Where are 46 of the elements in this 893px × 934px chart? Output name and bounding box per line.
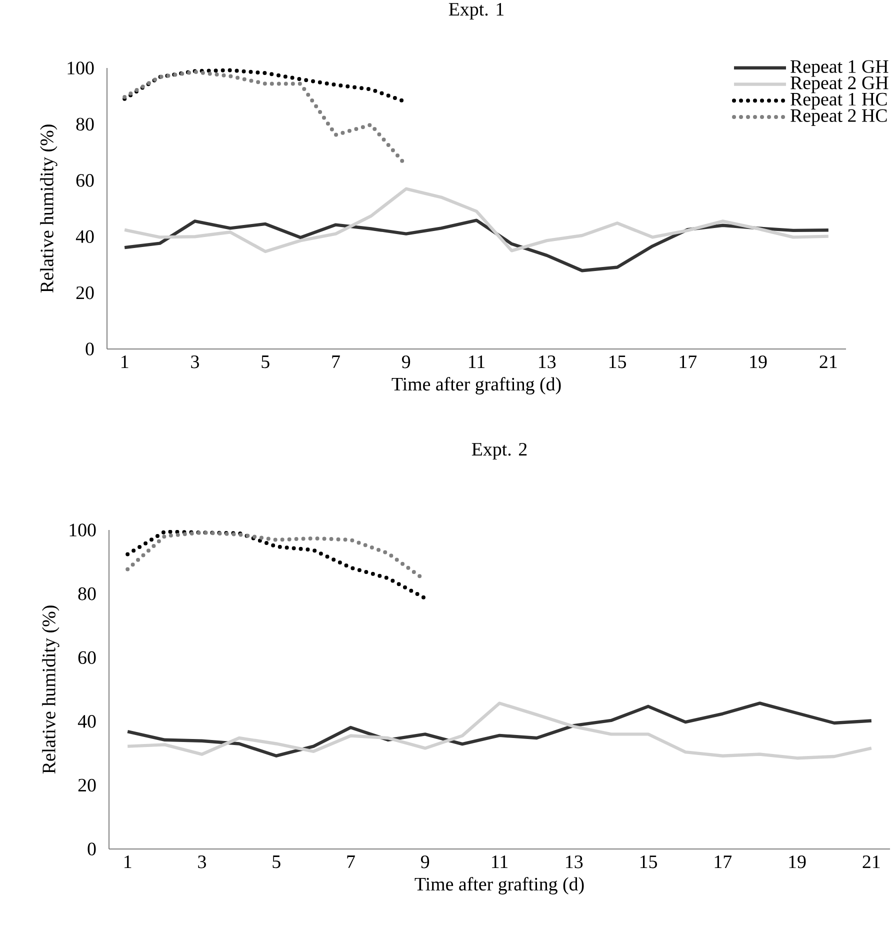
x-tick-label: 21 [862,856,880,868]
x-tick-label: 21 [820,356,837,368]
x-axis-title: Time after grafting (d) [392,377,561,394]
legend-label: Repeat 1 GH [790,60,888,77]
y-tick-label: 40 [76,230,94,243]
x-tick-label: 17 [680,356,697,368]
y-tick-label: 0 [88,842,96,856]
line-series [122,187,830,254]
x-tick-label: 1 [122,356,128,368]
x-tick-label: 11 [492,856,508,868]
x-tick-label: 5 [272,856,280,868]
x-tick-label: 9 [421,856,430,868]
y-tick-label: 60 [76,174,94,187]
x-tick-label: 7 [332,356,340,368]
y-axis-title: Relative humidity (%) [42,606,60,774]
y-tick-label: 20 [76,286,94,300]
chart-title: Expt. 1 [448,3,504,20]
x-tick-label: 3 [198,856,206,868]
x-tick-label: 19 [750,356,767,368]
y-axis-title: Relative humidity (%) [40,124,58,293]
x-axis-title: Time after grafting (d) [414,877,584,894]
y-tick-label: 60 [78,651,96,664]
legend-label: Repeat 1 HC [790,92,887,110]
x-tick-label: 5 [262,356,270,368]
legend-label: Repeat 2 HC [790,109,887,126]
y-tick-label: 80 [78,587,96,600]
y-tick-label: 80 [76,118,94,131]
y-tick-label: 20 [78,778,96,792]
line-series [126,530,428,600]
x-tick-label: 11 [469,356,484,368]
x-tick-label: 7 [347,856,355,868]
y-tick-label: 40 [78,715,96,728]
x-tick-label: 13 [566,856,583,868]
x-tick-label: 9 [402,356,410,368]
x-tick-label: 15 [609,356,626,368]
x-tick-label: 19 [789,856,806,868]
x-tick-label: 17 [714,856,732,868]
legend-label: Repeat 2 GH [790,76,888,94]
x-tick-label: 3 [191,356,199,368]
x-tick-label: 13 [539,356,556,368]
y-tick-label: 100 [68,62,94,74]
y-tick-label: 0 [86,342,94,356]
x-tick-label: 1 [124,856,132,868]
x-tick-label: 15 [640,856,657,868]
y-tick-label: 100 [70,524,96,536]
chart-title: Expt. 2 [472,442,527,460]
